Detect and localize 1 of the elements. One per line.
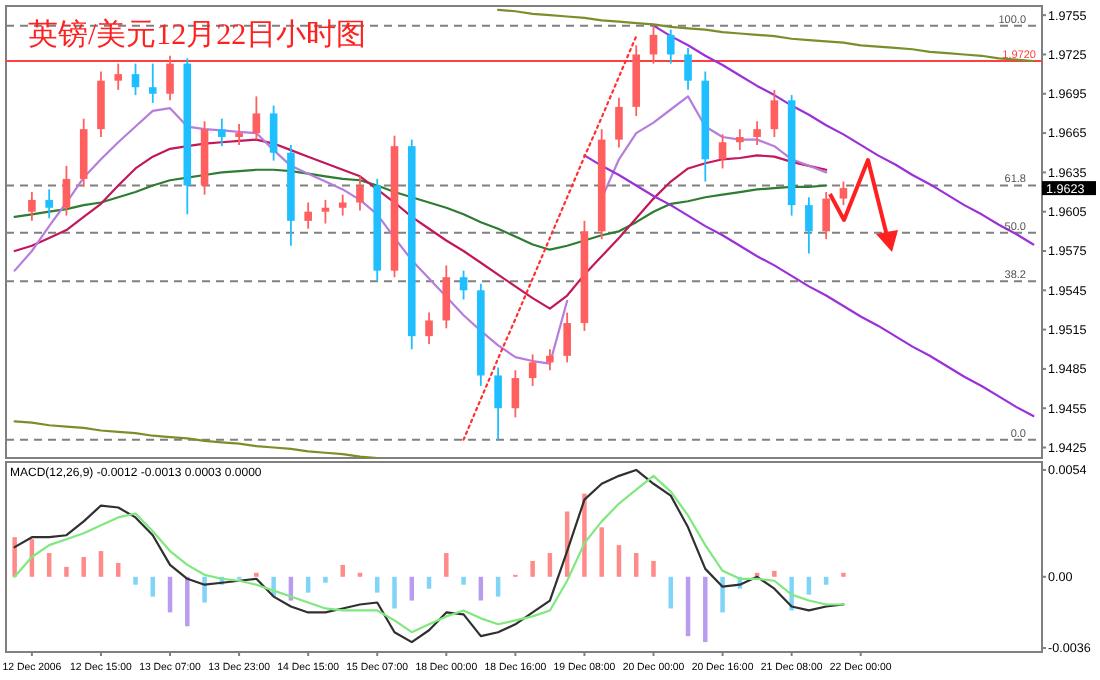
chart-title: 英镑/美元12月22日小时图 — [28, 18, 367, 52]
